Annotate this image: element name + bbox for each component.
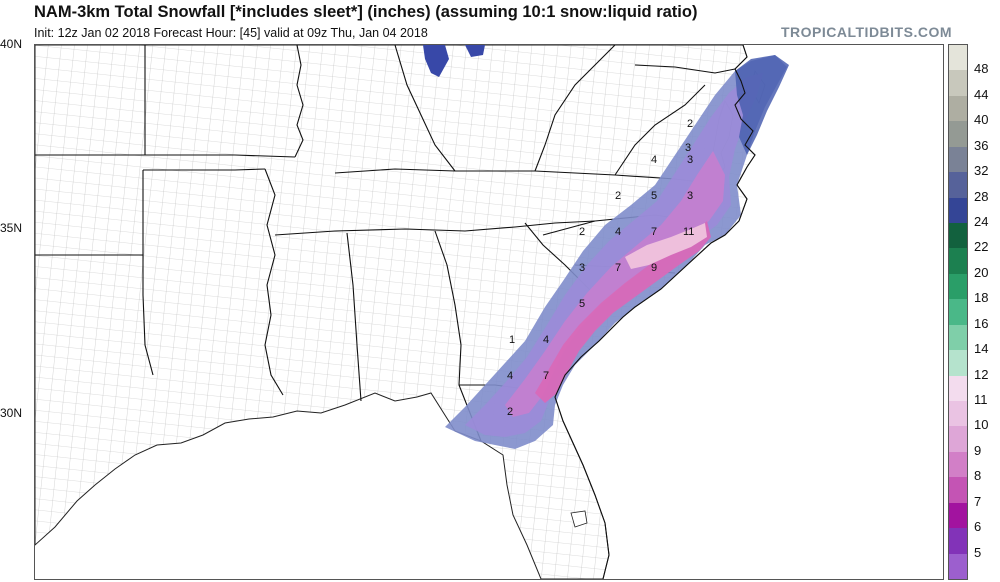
legend-swatch: [949, 197, 967, 224]
contour-label: 3: [579, 262, 585, 274]
legend-swatch: [949, 121, 967, 148]
contour-label: 2: [615, 190, 621, 202]
legend-label: 5: [974, 544, 982, 560]
legend-swatch: [949, 528, 967, 555]
contour-label: 7: [543, 370, 549, 382]
legend-swatch: [949, 477, 967, 504]
legend-label: 28: [974, 188, 989, 204]
snow-band-7in: [535, 221, 711, 403]
contour-labels: 2 4 3 2 5 3 2 4 7 11 3 7 9 5 4 1 4 7 2 3: [507, 118, 694, 418]
lat-label-35n: 35N: [0, 221, 23, 235]
legend-swatch: [949, 451, 967, 478]
snowfall-map[interactable]: 2 4 3 2 5 3 2 4 7 11 3 7 9 5 4 1 4 7 2 3: [34, 44, 944, 580]
legend-swatch: [949, 95, 967, 122]
legend-swatch: [949, 299, 967, 326]
legend-label: 7: [974, 493, 982, 509]
contour-label: 9: [651, 262, 657, 274]
contour-label: 7: [615, 262, 621, 274]
contour-label: 4: [615, 226, 621, 238]
legend-swatch: [949, 375, 967, 402]
contour-label: 5: [651, 190, 657, 202]
coastline: [554, 45, 756, 579]
legend-label: 16: [974, 315, 989, 331]
legend-label: 12: [974, 366, 989, 382]
contour-label: 11: [683, 226, 694, 238]
snow-specks-north-2: [465, 45, 485, 57]
legend-swatch: [949, 426, 967, 453]
snow-band-delmarva: [735, 55, 789, 155]
map-canvas: 2 4 3 2 5 3 2 4 7 11 3 7 9 5 4 1 4 7 2 3: [35, 45, 943, 579]
legend-swatch: [949, 553, 967, 580]
legend-label: 32: [974, 163, 989, 179]
legend-label: 40: [974, 112, 989, 128]
contour-label: 2: [579, 226, 585, 238]
legend-swatch: [949, 502, 967, 529]
lake-okeechobee: [570, 510, 588, 528]
map-subtitle: Init: 12z Jan 02 2018 Forecast Hour: [45…: [34, 26, 428, 40]
legend-swatch: [949, 350, 967, 377]
contour-label: 3: [687, 154, 693, 166]
legend-swatch: [949, 248, 967, 275]
legend-swatch: [949, 324, 967, 351]
legend-label: 48: [974, 61, 989, 77]
legend-label: 14: [974, 341, 989, 357]
color-legend: [948, 44, 968, 580]
legend-label: 10: [974, 417, 989, 433]
contour-label: 4: [507, 370, 513, 382]
contour-label: 3: [687, 190, 693, 202]
legend-swatch: [949, 273, 967, 300]
contour-label: 2: [687, 118, 693, 130]
contour-label: 3: [685, 142, 691, 154]
legend-swatch: [949, 223, 967, 249]
contour-label: 4: [543, 334, 549, 346]
legend-label: 11: [974, 392, 988, 407]
snow-band-9in: [625, 223, 707, 269]
legend-label: 24: [974, 214, 989, 229]
contour-label: 4: [651, 154, 657, 166]
contour-label: 2: [507, 406, 513, 418]
lat-label-40n: 40N: [0, 37, 23, 51]
legend-label: 44: [974, 86, 989, 102]
legend-swatch: [949, 172, 967, 199]
contour-label: 7: [651, 226, 657, 238]
snow-specks-north: [423, 45, 449, 77]
legend-label: 22: [974, 239, 989, 255]
legend-swatch: [949, 401, 967, 427]
contour-label: 5: [579, 298, 585, 310]
legend-label: 36: [974, 137, 989, 153]
lat-label-30n: 30N: [0, 406, 23, 420]
map-title: NAM-3km Total Snowfall [*includes sleet*…: [34, 3, 698, 21]
legend-swatch: [949, 70, 967, 97]
legend-label: 8: [974, 468, 982, 484]
legend-label: 18: [974, 290, 989, 306]
legend-swatch: [949, 45, 967, 71]
legend-label: 20: [974, 264, 989, 280]
legend-label: 9: [974, 442, 982, 458]
legend-swatch: [949, 146, 967, 173]
contour-label: 1: [509, 334, 515, 346]
legend-label: 6: [974, 519, 982, 535]
snow-band-2in: [465, 73, 763, 437]
brand-logo-text[interactable]: TROPICALTIDBITS.COM: [780, 24, 952, 40]
